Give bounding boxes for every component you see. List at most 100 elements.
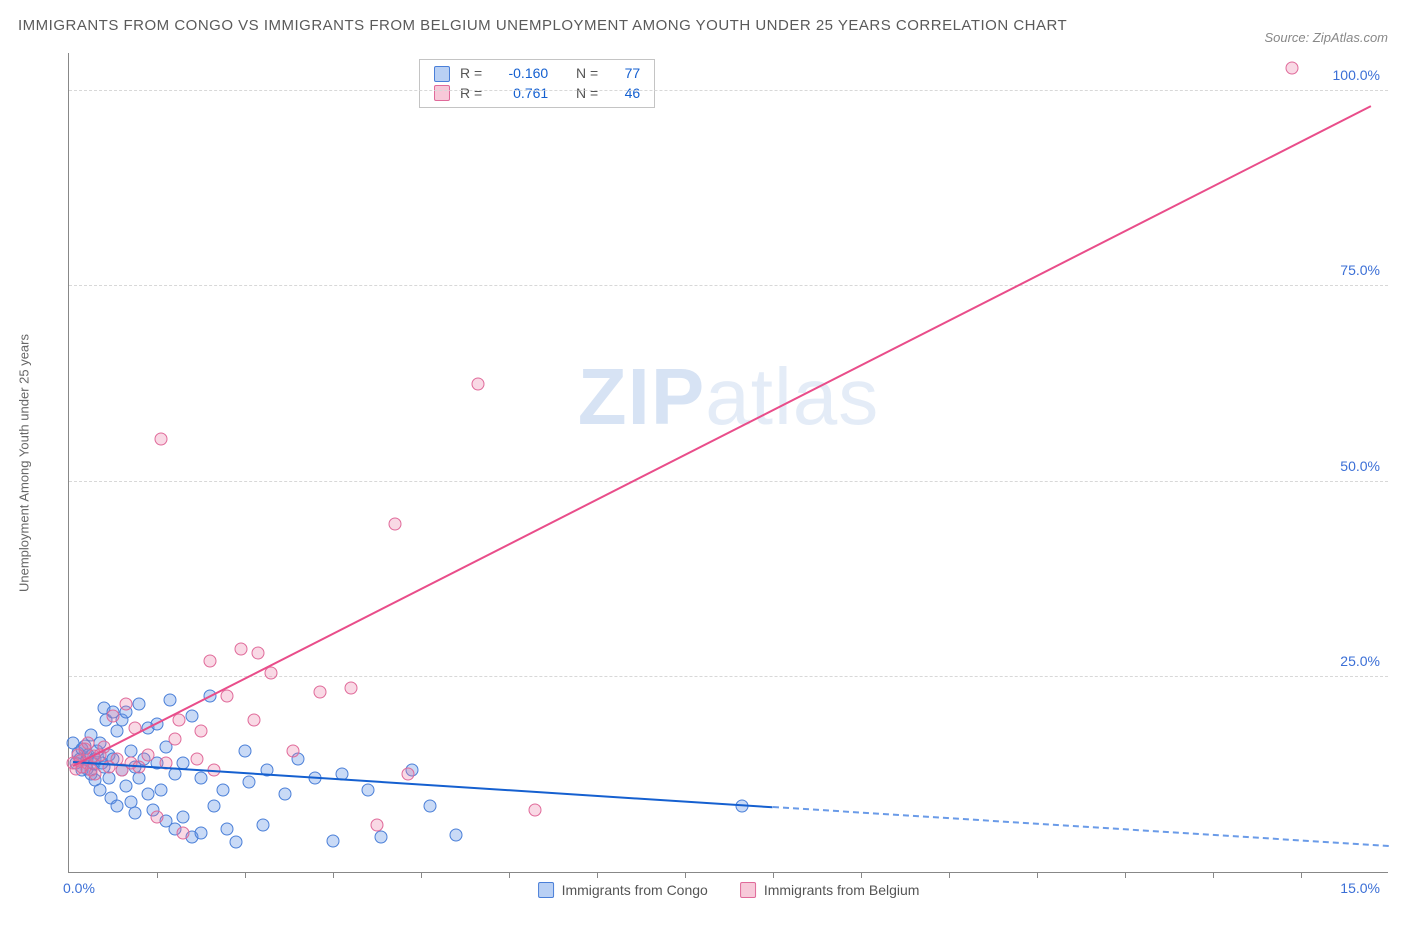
- data-point: [111, 725, 124, 738]
- x-tick: [157, 872, 158, 878]
- x-axis-max-label: 15.0%: [1340, 880, 1380, 896]
- x-tick: [245, 872, 246, 878]
- gridline: [69, 285, 1388, 286]
- data-point: [164, 694, 177, 707]
- legend-item: Immigrants from Congo: [538, 882, 708, 898]
- data-point: [327, 834, 340, 847]
- stat-n-value: 46: [608, 84, 640, 104]
- data-point: [186, 709, 199, 722]
- data-point: [82, 737, 95, 750]
- legend-swatch: [740, 882, 756, 898]
- data-point: [155, 784, 168, 797]
- stat-r-value: -0.160: [492, 64, 548, 84]
- series-swatch: [434, 85, 450, 101]
- watermark: ZIPatlas: [578, 351, 879, 443]
- stat-r-value: 0.761: [492, 84, 548, 104]
- legend-swatch: [538, 882, 554, 898]
- x-tick: [949, 872, 950, 878]
- data-point: [107, 709, 120, 722]
- data-point: [252, 647, 265, 660]
- data-point: [450, 828, 463, 841]
- series-legend: Immigrants from Congo Immigrants from Bel…: [538, 882, 920, 898]
- legend-label: Immigrants from Congo: [562, 882, 708, 898]
- x-tick: [773, 872, 774, 878]
- x-tick: [861, 872, 862, 878]
- data-point: [362, 784, 375, 797]
- correlation-stat-box: R = -0.160 N = 77R = 0.761 N = 46: [419, 59, 655, 108]
- data-point: [344, 682, 357, 695]
- gridline: [69, 90, 1388, 91]
- data-point: [133, 698, 146, 711]
- data-point: [388, 518, 401, 531]
- data-point: [256, 819, 269, 832]
- data-point: [234, 643, 247, 656]
- x-tick: [685, 872, 686, 878]
- data-point: [195, 826, 208, 839]
- data-point: [195, 725, 208, 738]
- trend-line: [73, 105, 1372, 767]
- x-tick: [1037, 872, 1038, 878]
- chart-container: Unemployment Among Youth under 25 years …: [18, 53, 1388, 873]
- data-point: [155, 432, 168, 445]
- stat-row: R = -0.160 N = 77: [434, 64, 640, 84]
- data-point: [142, 787, 155, 800]
- x-tick: [1125, 872, 1126, 878]
- y-tick-label: 50.0%: [1340, 458, 1380, 474]
- data-point: [190, 752, 203, 765]
- data-point: [177, 826, 190, 839]
- stat-r-label: R =: [460, 64, 482, 84]
- data-point: [168, 733, 181, 746]
- data-point: [102, 772, 115, 785]
- x-tick: [1301, 872, 1302, 878]
- stat-n-value: 77: [608, 64, 640, 84]
- data-point: [287, 744, 300, 757]
- data-point: [239, 744, 252, 757]
- data-point: [221, 823, 234, 836]
- data-point: [111, 799, 124, 812]
- data-point: [472, 377, 485, 390]
- data-point: [177, 811, 190, 824]
- plot-area: ZIPatlas R =-0.160 N =77R =0.761 N =46 I…: [68, 53, 1388, 873]
- data-point: [529, 803, 542, 816]
- data-point: [313, 686, 326, 699]
- data-point: [120, 698, 133, 711]
- data-point: [203, 655, 216, 668]
- data-point: [217, 784, 230, 797]
- data-point: [247, 713, 260, 726]
- data-point: [120, 780, 133, 793]
- data-point: [1286, 61, 1299, 74]
- data-point: [142, 748, 155, 761]
- x-axis-min-label: 0.0%: [63, 880, 95, 896]
- data-point: [195, 772, 208, 785]
- stat-row: R =0.761 N =46: [434, 84, 640, 104]
- x-tick: [597, 872, 598, 878]
- data-point: [401, 768, 414, 781]
- data-point: [89, 768, 102, 781]
- source-attribution: Source: ZipAtlas.com: [1264, 30, 1388, 45]
- data-point: [278, 787, 291, 800]
- data-point: [151, 811, 164, 824]
- data-point: [129, 807, 142, 820]
- x-tick: [333, 872, 334, 878]
- trend-line: [773, 806, 1389, 847]
- stat-n-label: N =: [576, 64, 598, 84]
- series-swatch: [434, 66, 450, 82]
- data-point: [208, 799, 221, 812]
- legend-label: Immigrants from Belgium: [764, 882, 920, 898]
- y-tick-label: 25.0%: [1340, 653, 1380, 669]
- chart-title: IMMIGRANTS FROM CONGO VS IMMIGRANTS FROM…: [18, 12, 1067, 41]
- data-point: [243, 776, 256, 789]
- stat-r-label: R =: [460, 84, 482, 104]
- data-point: [230, 836, 243, 849]
- gridline: [69, 481, 1388, 482]
- data-point: [375, 830, 388, 843]
- data-point: [371, 819, 384, 832]
- y-tick-label: 75.0%: [1340, 262, 1380, 278]
- data-point: [423, 799, 436, 812]
- data-point: [133, 772, 146, 785]
- x-tick: [1213, 872, 1214, 878]
- y-axis-label: Unemployment Among Youth under 25 years: [17, 334, 32, 592]
- y-tick-label: 100.0%: [1333, 67, 1380, 83]
- legend-item: Immigrants from Belgium: [740, 882, 920, 898]
- data-point: [221, 690, 234, 703]
